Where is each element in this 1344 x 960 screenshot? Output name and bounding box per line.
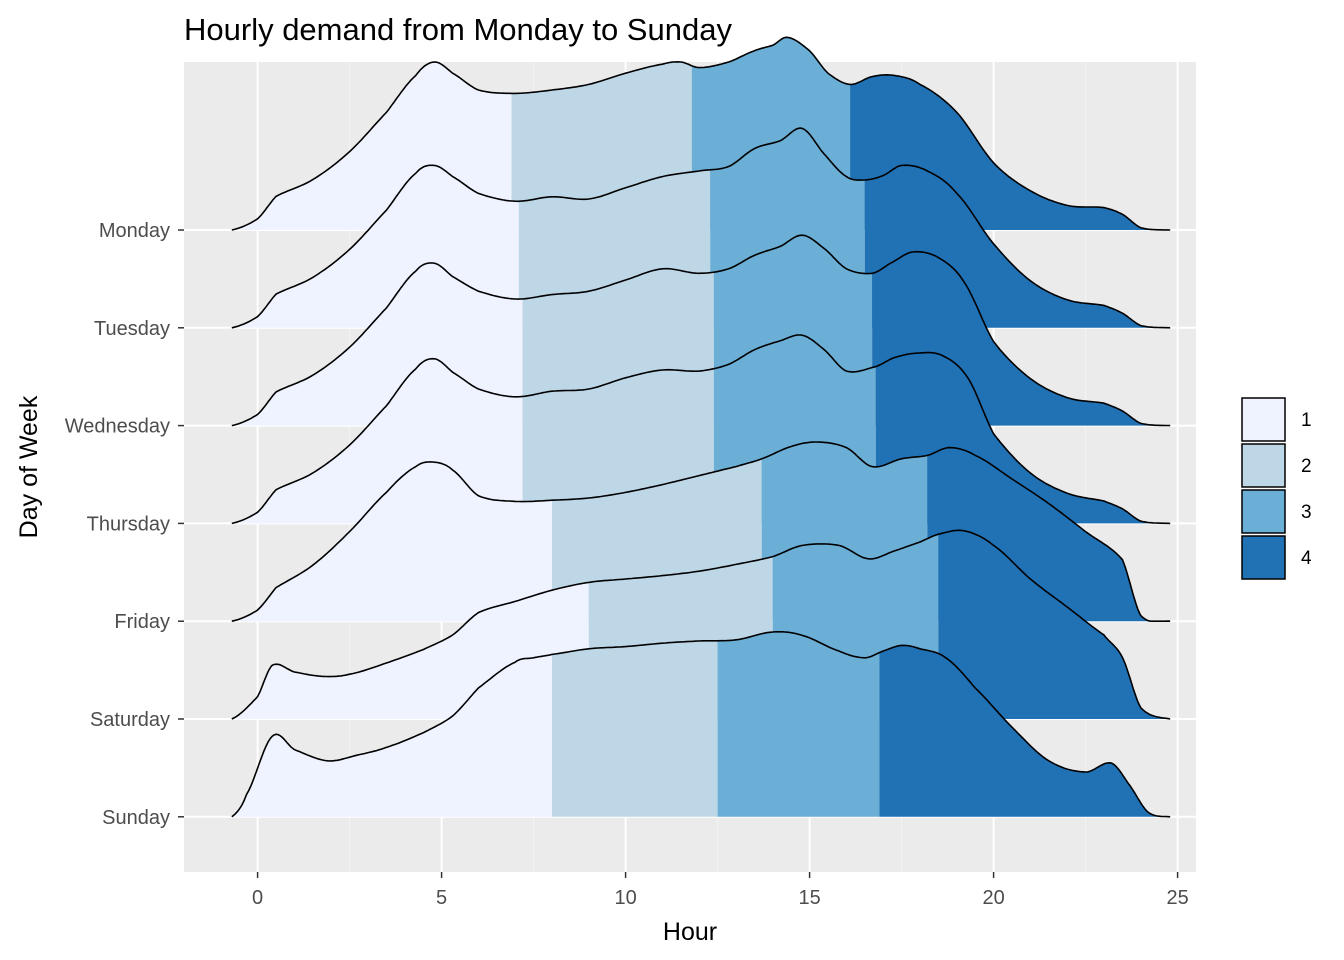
density-line — [231, 441, 1171, 622]
legend-swatch — [1241, 397, 1286, 442]
legend: 1 2 3 4 — [1241, 397, 1312, 580]
legend-swatch — [1241, 535, 1286, 580]
x-tick-label: 25 — [1166, 887, 1188, 909]
y-tick-label: Friday — [114, 611, 170, 633]
y-tick-label: Saturday — [90, 709, 170, 731]
y-axis-title: Day of Week — [15, 395, 43, 538]
density-line — [231, 334, 1171, 525]
y-tick-label: Sunday — [102, 807, 170, 829]
chart-title: Hourly demand from Monday to Sunday — [184, 12, 732, 47]
x-tick-label: 15 — [798, 887, 820, 909]
density-line — [231, 234, 1171, 427]
x-axis: 0 5 10 15 20 25 — [252, 872, 1189, 909]
quartile-1-area — [231, 461, 553, 622]
legend-label: 2 — [1301, 456, 1312, 477]
density-line — [231, 127, 1171, 329]
quartile-1-area — [231, 654, 553, 817]
y-axis: Monday Tuesday Wednesday Thursday Friday Satu… — [65, 220, 184, 829]
x-tick-label: 5 — [436, 887, 447, 909]
x-tick-label: 0 — [252, 887, 263, 909]
quartile-3-area — [717, 631, 880, 817]
ridge-sunday — [231, 631, 1171, 818]
x-tick-label: 20 — [982, 887, 1004, 909]
y-tick-label: Thursday — [87, 513, 170, 535]
legend-swatch — [1241, 443, 1286, 488]
quartile-4-area — [879, 645, 1171, 817]
legend-swatch — [1241, 489, 1286, 534]
y-tick-label: Monday — [99, 220, 170, 242]
x-axis-title: Hour — [663, 918, 717, 946]
ridges — [231, 36, 1171, 818]
legend-label: 3 — [1301, 502, 1312, 523]
density-line — [231, 36, 1171, 231]
density-line — [231, 631, 1171, 818]
y-tick-label: Wednesday — [65, 416, 170, 438]
density-line — [231, 529, 1171, 720]
x-tick-label: 10 — [614, 887, 636, 909]
quartile-4-area — [938, 530, 1171, 719]
quartile-2-area — [552, 640, 718, 817]
legend-label: 1 — [1301, 410, 1312, 431]
legend-label: 4 — [1301, 548, 1312, 569]
y-tick-label: Tuesday — [94, 318, 170, 340]
